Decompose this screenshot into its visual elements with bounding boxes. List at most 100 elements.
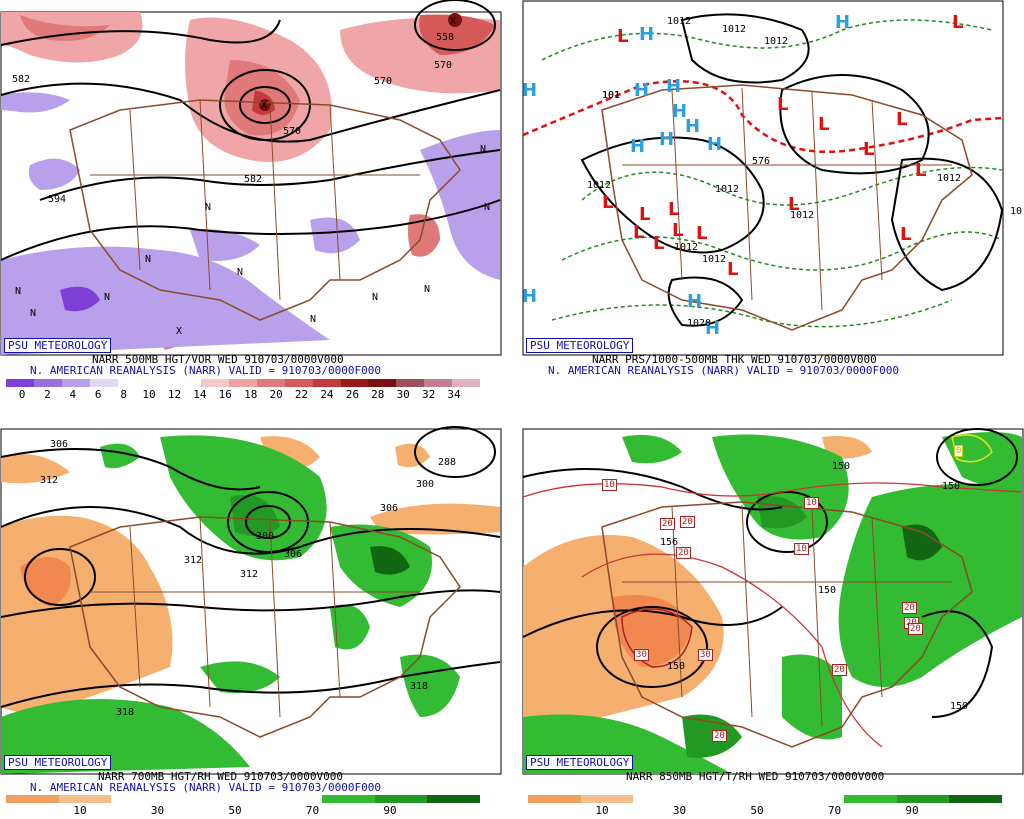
vort-min-marker: N — [480, 144, 486, 155]
isobar-label: 1012 — [764, 36, 788, 47]
contour-label: 150 — [832, 461, 850, 472]
low-pressure-marker: L — [788, 194, 799, 215]
vort-min-marker: N — [484, 202, 490, 213]
low-pressure-marker: L — [633, 222, 644, 243]
temperature-label: 20 — [680, 516, 695, 528]
colorbar-swatch — [528, 795, 581, 803]
map-title: NARR 500MB HGT/VOR WED 910703/0000V000 — [92, 353, 344, 366]
colorbar-swatch — [6, 379, 34, 387]
temperature-label: 20 — [832, 664, 847, 676]
scale-label: 2 — [44, 388, 51, 401]
low-pressure-marker: L — [863, 139, 874, 160]
scale-label: 30 — [150, 804, 165, 817]
thickness-label: 576 — [752, 156, 770, 167]
temperature-label: 10 — [794, 543, 809, 555]
temperature-label: 30 — [634, 649, 649, 661]
scale-label: 22 — [294, 388, 309, 401]
contour-label: 156 — [660, 537, 678, 548]
low-pressure-marker: L — [639, 204, 650, 225]
scale-label: 34 — [447, 388, 461, 401]
colorbar-swatch — [312, 379, 341, 387]
contour-label: 150 — [667, 661, 685, 672]
contour-label: 558 — [436, 32, 454, 43]
colorbar-swatch — [33, 379, 62, 387]
map-pressure: H H H H H H H H H H H H H L L L L L L L … — [522, 0, 1022, 356]
scale-label: 4 — [69, 388, 77, 401]
colorbar-swatch — [844, 795, 897, 803]
scale-label: 6 — [94, 388, 102, 401]
scale-label: 8 — [120, 388, 127, 401]
high-pressure-marker: H — [522, 80, 537, 101]
low-pressure-marker: L — [777, 94, 788, 115]
scale-label: 50 — [750, 804, 764, 817]
colorbar-swatch — [61, 379, 90, 387]
isobar-label: 1012 — [702, 254, 726, 265]
map-valid-time: N. AMERICAN REANALYSIS (NARR) VALID = 91… — [30, 781, 381, 794]
scale-label: 50 — [228, 804, 242, 817]
colorbar-swatch — [580, 795, 634, 803]
panel-pressure-thickness: H H H H H H H H H H H H H L L L L L L L … — [522, 0, 1024, 402]
isobar-label: 1012 — [722, 24, 746, 35]
isobar-label: 1012 — [937, 173, 961, 184]
temperature-label: 20 — [712, 730, 727, 742]
colorbar-swatch — [424, 379, 452, 387]
contour-label: 570 — [283, 126, 301, 137]
isobar-label: 10 — [1010, 206, 1022, 217]
contour-label: 288 — [438, 457, 456, 468]
scale-label: 90 — [905, 804, 919, 817]
colorbar-swatch — [201, 379, 229, 387]
colorbar-swatch — [229, 379, 257, 387]
low-pressure-marker: L — [952, 12, 963, 33]
vort-min-marker: N — [237, 267, 243, 278]
high-pressure-marker: H — [666, 76, 681, 97]
contour-label: 150 — [950, 701, 968, 712]
scale-label: 12 — [167, 388, 182, 401]
panel-850mb-temp-rh: 150 150 156 150 150 150 10 10 10 20 20 20 20 20… — [522, 417, 1024, 819]
isobar-label: 1012 — [667, 16, 691, 27]
low-pressure-marker: L — [668, 199, 679, 220]
isobar-label: 101 — [602, 90, 620, 101]
scale-label: 10 — [142, 388, 156, 401]
contour-label: 312 — [184, 555, 202, 566]
high-pressure-marker: H — [687, 291, 702, 312]
map-title: NARR PRS/1000-500MB THK WED 910703/0000V… — [592, 353, 877, 366]
scale-label: 14 — [193, 388, 207, 401]
scale-label: 32 — [421, 388, 436, 401]
psu-logo: PSU METEOROLOGY — [4, 755, 112, 770]
psu-logo: PSU METEOROLOGY — [526, 755, 634, 770]
vort-min-marker: N — [205, 202, 211, 213]
scale-label: 30 — [396, 388, 410, 401]
colorbar-swatch — [145, 379, 174, 387]
rh-colorbar — [528, 795, 1003, 803]
scale-label: 90 — [383, 804, 397, 817]
scale-label: 18 — [244, 388, 258, 401]
contour-label: 306 — [380, 503, 398, 514]
high-pressure-marker: H — [522, 286, 537, 307]
contour-label: 582 — [244, 174, 262, 185]
contour-label: 594 — [48, 194, 66, 205]
isobar-label: 1012 — [715, 184, 739, 195]
isobar-label: 1020 — [687, 318, 711, 329]
high-pressure-marker: H — [630, 136, 645, 157]
low-pressure-marker: L — [915, 160, 926, 181]
vort-min-marker: N — [104, 292, 110, 303]
high-pressure-marker: H — [639, 24, 654, 45]
contour-label: 312 — [40, 475, 58, 486]
rh-colorbar — [6, 795, 481, 803]
scale-label: 26 — [345, 388, 359, 401]
contour-label: 300 — [416, 479, 434, 490]
contour-label: 582 — [12, 74, 30, 85]
colorbar-swatch — [111, 795, 165, 803]
colorbar-swatch — [452, 379, 480, 387]
temperature-label: 10 — [602, 479, 617, 491]
scale-label: 0 — [18, 388, 26, 401]
colorbar-swatch — [633, 795, 687, 803]
colorbar-swatch — [374, 795, 428, 803]
colorbar-swatch — [322, 795, 375, 803]
contour-label: 306 — [50, 439, 68, 450]
colorbar-swatch — [164, 795, 217, 803]
high-pressure-marker: H — [634, 80, 649, 101]
high-pressure-marker: H — [659, 129, 674, 150]
contour-label: 570 — [374, 76, 392, 87]
temperature-label: 20 — [660, 518, 675, 530]
